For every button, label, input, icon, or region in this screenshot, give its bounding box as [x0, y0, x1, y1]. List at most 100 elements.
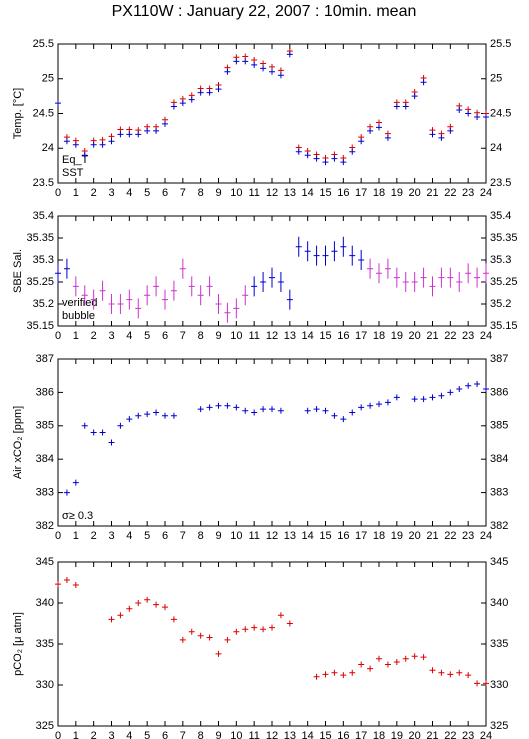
x-tick-label: 6	[162, 187, 168, 199]
data-point	[465, 110, 472, 117]
x-tick-label: 18	[373, 330, 385, 342]
data-point	[322, 407, 329, 414]
data-point	[269, 624, 275, 631]
data-point	[206, 276, 213, 297]
x-tick-label: 12	[266, 187, 278, 199]
x-tick-label: 12	[266, 730, 278, 739]
data-point	[331, 412, 338, 419]
data-point	[384, 134, 391, 141]
y-tick-label-right: 35.25	[490, 276, 518, 288]
data-point	[224, 302, 231, 323]
data-point	[224, 636, 231, 643]
x-tick-label: 11	[248, 187, 259, 199]
y-tick-label: 35.15	[26, 320, 54, 332]
legend-entry: bubble	[62, 310, 95, 322]
data-point	[393, 267, 400, 288]
x-tick-label: 9	[215, 530, 221, 542]
data-point	[393, 103, 400, 110]
data-point	[153, 409, 160, 416]
y-tick-label: 24	[42, 142, 54, 154]
x-tick-label: 9	[215, 330, 221, 342]
x-tick-label: 3	[108, 730, 114, 739]
y-tick-label-right: 345	[490, 556, 508, 568]
data-point	[295, 236, 302, 257]
data-point	[251, 61, 258, 68]
x-tick-label: 7	[180, 730, 186, 739]
y-tick-label: 35.25	[26, 276, 54, 288]
data-point	[233, 404, 240, 411]
data-point	[277, 72, 284, 79]
data-point	[242, 58, 249, 65]
data-point	[349, 148, 356, 155]
x-tick-label: 24	[480, 530, 492, 542]
data-point	[251, 409, 258, 416]
x-tick-label: 14	[302, 730, 314, 739]
data-point	[447, 127, 454, 134]
x-tick-label: 13	[284, 730, 296, 739]
y-tick-label-right: 24	[490, 142, 502, 154]
data-point	[376, 124, 382, 131]
x-tick-label: 2	[91, 730, 97, 739]
data-point	[438, 392, 445, 399]
data-point	[170, 412, 177, 419]
data-point	[304, 407, 311, 414]
data-point	[313, 673, 320, 680]
data-point	[144, 596, 151, 603]
data-point	[331, 241, 338, 262]
x-tick-label: 4	[126, 187, 132, 199]
data-point	[206, 89, 213, 96]
y-tick-label-right: 35.3	[490, 254, 511, 266]
x-tick-label: 23	[462, 187, 474, 199]
y-axis-label: SBE Sal.	[12, 249, 24, 293]
y-tick-label-right: 25.5	[490, 38, 511, 50]
x-tick-label: 19	[391, 187, 403, 199]
x-tick-label: 24	[480, 187, 492, 199]
data-point	[224, 402, 231, 409]
x-tick-label: 21	[426, 187, 438, 199]
data-point	[135, 412, 142, 419]
data-point	[260, 406, 267, 413]
x-tick-label: 15	[319, 330, 331, 342]
data-point	[402, 272, 409, 292]
y-tick-label-right: 35.2	[490, 298, 511, 310]
data-point	[304, 241, 311, 262]
data-point	[260, 626, 267, 633]
data-point	[260, 65, 267, 72]
annotation: σ≥ 0.3	[62, 510, 93, 522]
y-tick-label: 35.2	[33, 298, 54, 310]
data-point	[384, 661, 391, 668]
data-point	[197, 406, 204, 413]
data-point	[456, 272, 463, 292]
data-point	[367, 665, 374, 672]
x-tick-label: 13	[284, 330, 296, 342]
x-tick-label: 5	[144, 730, 150, 739]
x-tick-label: 16	[337, 330, 349, 342]
data-point	[447, 671, 454, 678]
data-point	[322, 671, 329, 678]
data-point	[277, 407, 284, 414]
data-point	[144, 411, 151, 418]
data-point	[81, 422, 88, 429]
x-tick-label: 15	[319, 187, 331, 199]
data-point	[63, 138, 70, 145]
data-point	[331, 155, 338, 162]
x-tick-label: 0	[55, 530, 61, 542]
x-tick-label: 14	[302, 330, 314, 342]
y-tick-label-right: 24.5	[490, 107, 511, 119]
y-tick-label: 25.5	[33, 38, 54, 50]
x-tick-label: 21	[426, 330, 438, 342]
x-tick-label: 4	[126, 530, 132, 542]
data-point	[340, 416, 347, 423]
legend-entry: Eq_T	[62, 154, 89, 166]
y-tick-label-right: 382	[490, 520, 508, 532]
data-point	[63, 489, 70, 496]
data-point	[286, 620, 293, 627]
data-point	[384, 258, 391, 279]
y-tick-label-right: 35.15	[490, 320, 518, 332]
data-point	[179, 636, 186, 643]
x-tick-label: 6	[162, 330, 168, 342]
data-point	[483, 263, 489, 284]
y-tick-label: 387	[36, 353, 54, 365]
data-point	[367, 127, 374, 134]
